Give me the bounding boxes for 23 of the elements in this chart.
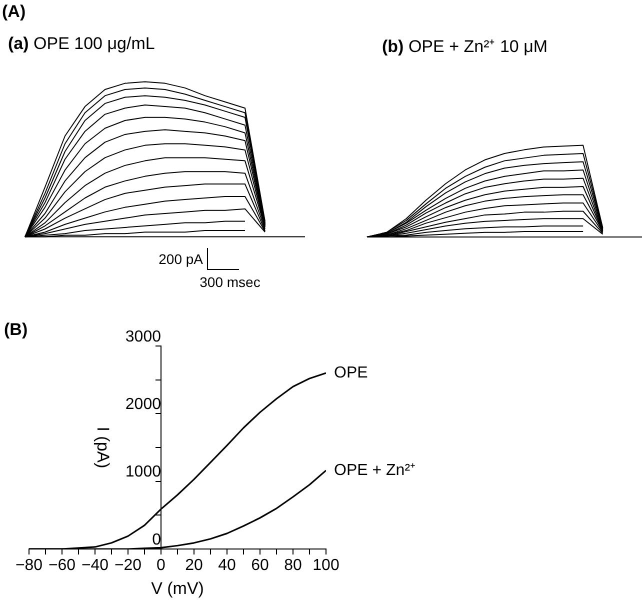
y-tick-label: 3000 [125,328,162,346]
series-label: OPE [334,364,368,382]
text: 300 msec [200,274,260,290]
y-axis-title: I (pA) [94,426,113,468]
x-tick-label: 20 [185,557,203,574]
x-tick-label: 40 [218,557,236,574]
x-tick-label: 100 [312,557,340,574]
series-label: OPE + Zn²⁺ [334,462,416,479]
x-tick-label: −20 [114,557,142,574]
x-axis-title: V (mV) [151,579,204,598]
x-tick-label: 80 [284,557,302,574]
x-tick-label: −60 [48,557,76,574]
text: (A) [2,2,26,22]
x-tick-label: −40 [81,557,109,574]
text: 200 pA [158,251,203,267]
chart-title: (a) OPE 100 μg/mL [8,34,155,53]
x-tick-label: 60 [251,557,269,574]
y-tick-label: 1000 [125,464,162,481]
chart-title: (B) [4,320,28,339]
chart-title: (b) OPE + Zn²⁺ 10 μM [382,37,548,56]
y-tick-label: 2000 [125,396,162,414]
y-tick-label: 0 [152,531,162,548]
x-tick-label: −80 [15,557,43,574]
